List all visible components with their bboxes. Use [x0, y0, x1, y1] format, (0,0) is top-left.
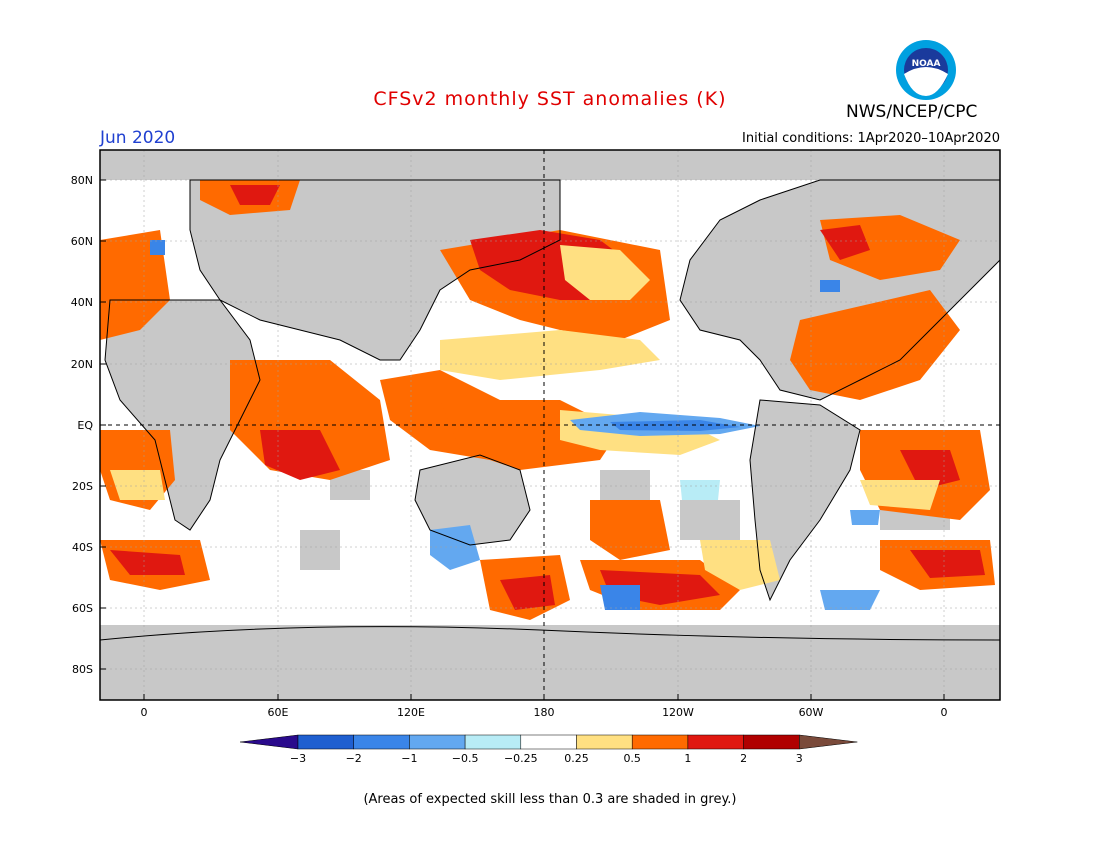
colorbar-swatch	[576, 734, 633, 750]
lat-label: 60N	[71, 235, 93, 248]
lon-axis: 0 60E 120E 180 120W 60W 0	[141, 706, 948, 719]
colorbar-swatch	[409, 734, 466, 750]
colorbar-label: 0.5	[623, 752, 641, 765]
lat-label: 40N	[71, 296, 93, 309]
forecast-month: Jun 2020	[100, 128, 176, 148]
colorbar-label: −1	[401, 752, 417, 765]
colorbar-swatch	[464, 734, 522, 750]
lon-label: 0	[941, 706, 948, 719]
lon-label: 0	[141, 706, 148, 719]
lon-label: 180	[534, 706, 555, 719]
footnote: (Areas of expected skill less than 0.3 a…	[363, 792, 737, 807]
axis-ticks	[100, 179, 945, 700]
colorbar-label: −2	[346, 752, 362, 765]
logo-text: NOAA	[912, 59, 941, 69]
colorbar-label: 2	[740, 752, 747, 765]
chart-title: CFSv2 monthly SST anomalies (K)	[373, 88, 727, 110]
lon-label: 60E	[268, 706, 289, 719]
lat-label: 40S	[72, 541, 93, 554]
colorbar-label: 3	[796, 752, 803, 765]
initial-conditions: Initial conditions: 1Apr2020–10Apr2020	[742, 131, 1000, 146]
lat-label: 80S	[72, 663, 93, 676]
lat-axis: 80N 60N 40N 20N EQ 20S 40S 60S 80S	[71, 174, 94, 676]
lon-label: 60W	[799, 706, 824, 719]
colorbar-swatch	[297, 734, 354, 750]
agency-label: NWS/NCEP/CPC	[846, 102, 978, 122]
lat-label: EQ	[77, 419, 93, 432]
cool-anomalies	[150, 240, 880, 610]
colorbar-arrow-high	[799, 734, 858, 750]
colorbar-swatch	[743, 734, 800, 750]
colorbar: −3 −2 −1 −0.5 −0.25 0.25 0.5 1 2 3	[239, 734, 858, 765]
lat-label: 60S	[72, 602, 93, 615]
colorbar-swatch	[631, 734, 689, 750]
noaa-logo-icon: NOAA	[896, 40, 956, 100]
colorbar-arrow-low	[239, 734, 299, 750]
warm-anomalies	[100, 180, 995, 620]
lat-label: 80N	[71, 174, 93, 187]
colorbar-swatch	[520, 734, 577, 750]
lon-label: 120W	[662, 706, 694, 719]
lat-label: 20N	[71, 358, 93, 371]
colorbar-swatch	[687, 734, 744, 750]
colorbar-label: −0.25	[504, 752, 538, 765]
colorbar-swatch	[353, 734, 410, 750]
colorbar-label: −0.5	[452, 752, 479, 765]
lat-label: 20S	[72, 480, 93, 493]
colorbar-label: −3	[290, 752, 306, 765]
lon-label: 120E	[397, 706, 425, 719]
coastlines	[99, 179, 1001, 641]
colorbar-label: 1	[684, 752, 691, 765]
colorbar-label: 0.25	[564, 752, 589, 765]
